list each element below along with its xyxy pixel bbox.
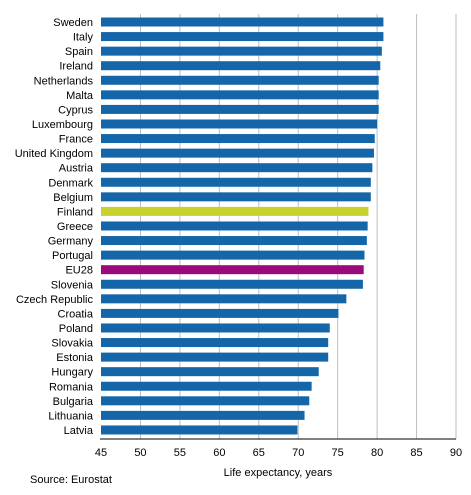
source-note: Source: Eurostat bbox=[30, 474, 112, 486]
category-label-germany: Germany bbox=[48, 236, 94, 248]
x-tick-labels: 45 50 55 60 65 70 75 80 85 90 bbox=[95, 447, 462, 459]
category-label-portugal: Portugal bbox=[52, 250, 93, 262]
category-labels: Sweden Italy Spain Ireland Netherlands Malta C… bbox=[15, 17, 94, 437]
bar-lithuania bbox=[101, 410, 305, 420]
category-label-spain: Spain bbox=[65, 46, 93, 58]
x-tick-label-90: 90 bbox=[450, 447, 462, 459]
bar-sweden bbox=[101, 17, 384, 27]
bar-greece bbox=[101, 221, 368, 231]
category-label-belgium: Belgium bbox=[53, 192, 93, 204]
x-tick-label-80: 80 bbox=[371, 447, 383, 459]
bar-czech-republic bbox=[101, 294, 347, 304]
category-label-estonia: Estonia bbox=[56, 352, 94, 364]
category-label-slovakia: Slovakia bbox=[51, 338, 93, 350]
category-label-italy: Italy bbox=[73, 32, 94, 44]
bar-france bbox=[101, 134, 375, 144]
category-label-slovenia: Slovenia bbox=[51, 279, 94, 291]
bar-slovakia bbox=[101, 338, 329, 348]
category-label-eu28: EU28 bbox=[65, 265, 93, 277]
category-label-latvia: Latvia bbox=[64, 425, 94, 437]
bar-finland bbox=[101, 206, 369, 216]
bar-bulgaria bbox=[101, 396, 310, 406]
x-axis-title: Life expectancy, years bbox=[224, 467, 333, 479]
bar-belgium bbox=[101, 192, 371, 202]
bar-estonia bbox=[101, 352, 329, 362]
category-label-malta: Malta bbox=[66, 90, 94, 102]
bar-austria bbox=[101, 163, 373, 173]
bar-poland bbox=[101, 323, 330, 333]
x-tick-label-75: 75 bbox=[332, 447, 344, 459]
x-tick-label-85: 85 bbox=[410, 447, 422, 459]
bar-germany bbox=[101, 236, 367, 246]
bars bbox=[101, 17, 384, 435]
category-label-finland: Finland bbox=[57, 206, 93, 218]
category-label-poland: Poland bbox=[59, 323, 93, 335]
category-label-romania: Romania bbox=[49, 381, 94, 393]
x-tick-label-70: 70 bbox=[292, 447, 304, 459]
category-label-ireland: Ireland bbox=[59, 61, 93, 73]
category-label-czech-republic: Czech Republic bbox=[16, 294, 94, 306]
x-tick-label-55: 55 bbox=[174, 447, 186, 459]
bar-netherlands bbox=[101, 75, 379, 85]
category-label-austria: Austria bbox=[59, 163, 94, 175]
x-tick-label-60: 60 bbox=[213, 447, 225, 459]
bar-latvia bbox=[101, 425, 298, 435]
bar-denmark bbox=[101, 177, 371, 187]
bar-luxembourg bbox=[101, 119, 378, 129]
bar-romania bbox=[101, 381, 312, 391]
category-label-hungary: Hungary bbox=[51, 367, 93, 379]
bar-portugal bbox=[101, 250, 365, 260]
x-tick-label-45: 45 bbox=[95, 447, 107, 459]
category-label-bulgaria: Bulgaria bbox=[53, 396, 94, 408]
x-tick-label-65: 65 bbox=[253, 447, 265, 459]
category-label-cyprus: Cyprus bbox=[58, 104, 93, 116]
x-tick-label-50: 50 bbox=[134, 447, 146, 459]
category-label-united-kingdom: United Kingdom bbox=[15, 148, 93, 160]
bar-united-kingdom bbox=[101, 148, 374, 158]
bar-cyprus bbox=[101, 104, 379, 114]
bar-ireland bbox=[101, 61, 381, 71]
category-label-sweden: Sweden bbox=[53, 17, 93, 29]
category-label-denmark: Denmark bbox=[48, 177, 93, 189]
bar-slovenia bbox=[101, 279, 363, 289]
bar-malta bbox=[101, 90, 379, 100]
bar-spain bbox=[101, 46, 382, 56]
category-label-greece: Greece bbox=[57, 221, 93, 233]
bar-hungary bbox=[101, 367, 319, 377]
category-label-netherlands: Netherlands bbox=[34, 75, 94, 87]
bar-croatia bbox=[101, 308, 339, 318]
category-label-lithuania: Lithuania bbox=[48, 410, 94, 422]
bar-italy bbox=[101, 32, 384, 42]
category-label-france: France bbox=[59, 134, 93, 146]
bar-eu28 bbox=[101, 265, 364, 275]
category-label-luxembourg: Luxembourg bbox=[32, 119, 93, 131]
category-label-croatia: Croatia bbox=[58, 308, 94, 320]
